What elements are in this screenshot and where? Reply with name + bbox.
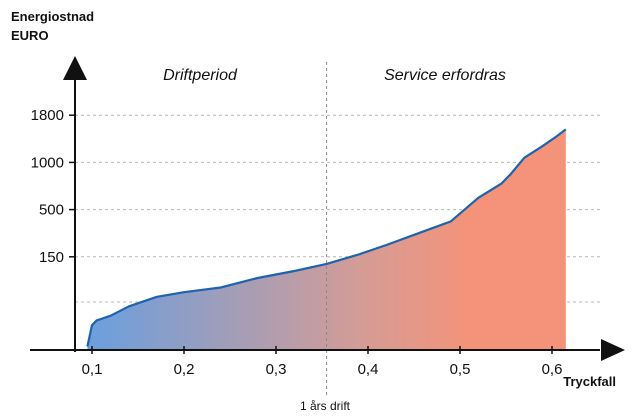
y-tick-label: 1000: [31, 154, 64, 171]
region-label-driftperiod: Driftperiod: [163, 67, 238, 84]
y-ticks: 150 500 1000 1800: [31, 107, 75, 266]
x-tick-label: 0,2: [174, 361, 195, 378]
region-label-service: Service erfordras: [384, 67, 506, 84]
area-fill: [87, 129, 566, 350]
x-tick-label: 0,6: [542, 361, 563, 378]
y-tick-label: 150: [39, 249, 64, 266]
x-tick-label: 0,5: [450, 361, 471, 378]
y-axis-title-line-2: EURO: [11, 28, 49, 43]
y-tick-label: 1800: [31, 107, 64, 124]
y-axis-arrow: [63, 56, 87, 80]
x-axis-title: Tryckfall: [563, 374, 616, 389]
series-line: [86, 128, 567, 347]
x-tick-label: 0,3: [266, 361, 287, 378]
x-ticks: 0,1 0,2 0,3 0,4 0,5 0,6: [82, 346, 563, 378]
y-tick-label: 500: [39, 202, 64, 219]
x-tick-label: 0,1: [82, 361, 103, 378]
divider-label: 1 års drift: [300, 399, 351, 413]
x-axis-arrow: [601, 339, 625, 361]
y-axis-title-line-1: Energiostnad: [11, 9, 94, 24]
x-tick-label: 0,4: [358, 361, 379, 378]
